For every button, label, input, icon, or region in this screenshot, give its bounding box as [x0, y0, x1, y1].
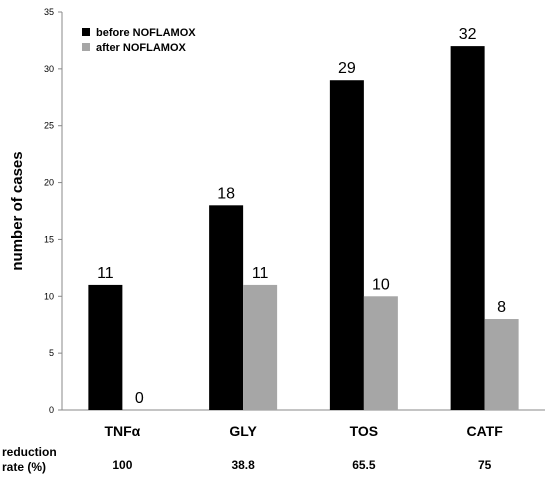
data-label-group: 11 0 18 11 29 10 32 8	[97, 26, 506, 407]
y-tick-label: 30	[44, 64, 54, 74]
y-tick-label: 25	[44, 121, 54, 131]
y-tick-label: 35	[44, 7, 54, 17]
bar-before	[88, 284, 123, 410]
reduction-rate-value: 100	[112, 458, 132, 472]
x-tick-label: CATF	[466, 423, 503, 439]
data-label: 32	[459, 26, 477, 43]
legend-label-before: before NOFLAMOX	[96, 27, 196, 39]
bar-before	[329, 80, 364, 410]
bar-group	[88, 46, 519, 410]
x-tick-label: GLY	[229, 423, 257, 439]
bar-after	[484, 319, 519, 410]
data-label: 11	[97, 265, 114, 282]
x-tick-label: TNFα	[104, 423, 140, 439]
legend-swatch-before	[82, 28, 90, 36]
reduction-rate-value: 75	[478, 458, 492, 472]
reduction-rate-value: 38.8	[231, 458, 255, 472]
y-axis-label: number of cases	[9, 151, 26, 270]
reduction-rate-label-line1: reduction	[2, 445, 57, 459]
x-tick-label: TOS	[350, 423, 379, 439]
legend: before NOFLAMOX after NOFLAMOX	[82, 27, 196, 54]
y-tick-label: 10	[44, 291, 54, 301]
y-tick-label: 20	[44, 178, 54, 188]
y-tick-group: 0 5 10 15 20 25 30 35	[44, 7, 62, 415]
bar-after	[363, 296, 398, 410]
bar-after	[243, 284, 278, 410]
data-label: 11	[252, 265, 269, 282]
data-label: 18	[217, 185, 235, 202]
data-label: 29	[338, 60, 356, 77]
y-tick-label: 0	[49, 405, 54, 415]
legend-swatch-after	[82, 43, 90, 51]
reduction-rate-group: 100 38.8 65.5 75	[112, 458, 491, 472]
data-label: 8	[497, 299, 506, 316]
data-label: 10	[372, 276, 390, 293]
legend-label-after: after NOFLAMOX	[96, 42, 187, 54]
x-tick-label-group: TNFα GLY TOS CATF	[104, 423, 503, 439]
y-tick-label: 15	[44, 234, 54, 244]
bar-before	[450, 46, 485, 410]
bar-before	[209, 205, 244, 410]
reduction-rate-value: 65.5	[352, 458, 376, 472]
y-tick-label: 5	[49, 348, 54, 358]
data-label: 0	[135, 390, 144, 407]
reduction-rate-label-line2: rate (%)	[2, 460, 46, 474]
